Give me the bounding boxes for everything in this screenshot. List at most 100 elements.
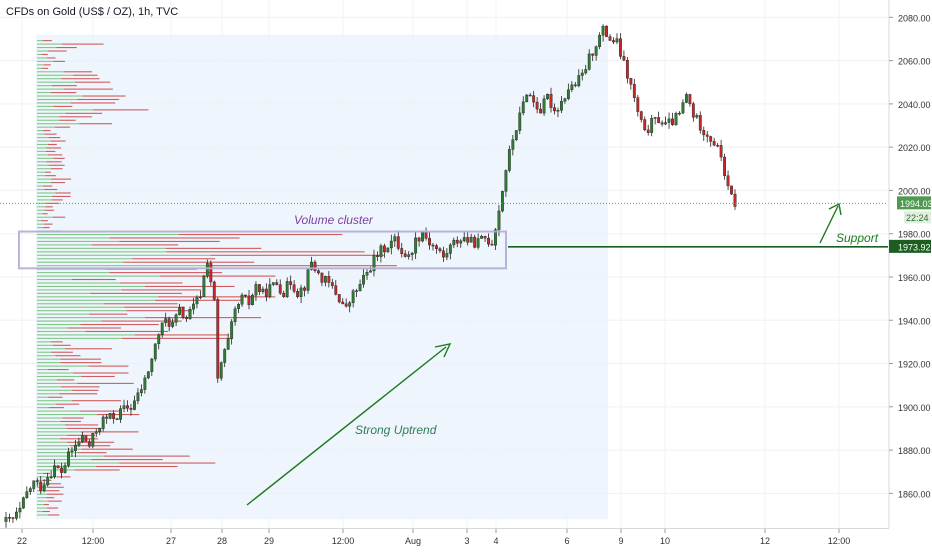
candle-body — [230, 321, 234, 339]
volume-bar-up — [37, 213, 43, 215]
volume-bar-down — [64, 71, 93, 73]
candle-body — [254, 284, 258, 296]
volume-bar-down — [71, 278, 116, 281]
volume-bar-down — [132, 258, 216, 260]
time-tick-label: 12:00 — [82, 536, 105, 546]
candle-body — [570, 84, 574, 90]
volume-bar-up — [37, 472, 44, 474]
volume-bar-down — [61, 78, 100, 80]
candle-body — [580, 72, 584, 76]
volume-bar-up — [37, 438, 60, 440]
price-tick-label: 2040.00 — [898, 100, 931, 110]
time-tick-label: 28 — [217, 536, 227, 546]
candle-body — [684, 94, 688, 103]
volume-bar-up — [37, 414, 97, 416]
volume-bar-up — [37, 199, 52, 201]
candle-body — [202, 275, 206, 298]
candle-body — [105, 416, 109, 419]
candle-body — [584, 69, 588, 74]
volume-bar-up — [37, 348, 65, 350]
candle-body — [414, 237, 418, 254]
candle-body — [466, 237, 470, 243]
volume-bar-down — [81, 448, 133, 450]
countdown-badge — [904, 211, 931, 224]
candle-body — [553, 107, 556, 112]
candle-body — [327, 276, 331, 283]
strong-uptrend-label: Strong Uptrend — [355, 423, 437, 437]
volume-bar-down — [47, 143, 57, 146]
volume-bar-down — [88, 313, 128, 315]
time-tick-label: 12 — [760, 536, 770, 546]
volume-bar-up — [37, 47, 57, 49]
volume-bar-down — [101, 320, 182, 322]
volume-cluster-box — [18, 230, 507, 270]
candle-body — [275, 282, 279, 285]
candle-body — [476, 238, 480, 248]
volume-bar-down — [71, 389, 99, 391]
volume-bar-up — [37, 479, 43, 481]
volume-bar-down — [165, 247, 262, 249]
volume-bar-up — [37, 112, 66, 114]
volume-bar-up — [37, 303, 104, 305]
volume-bar-up — [37, 168, 51, 170]
volume-bar-down — [62, 417, 84, 419]
candle-body — [306, 269, 310, 291]
volume-bar-up — [37, 514, 48, 516]
volume-bar-down — [43, 130, 51, 132]
volume-bar-down — [46, 497, 55, 499]
candle-body — [525, 94, 529, 103]
volume-bar-down — [59, 116, 92, 118]
volume-bar-down — [45, 171, 51, 173]
candle-body — [410, 252, 414, 255]
candle-body — [445, 253, 449, 258]
candle-body — [299, 287, 303, 297]
volume-bar-down — [45, 175, 56, 177]
volume-bar-down — [50, 182, 66, 184]
volume-bar-up — [37, 164, 49, 166]
candle-body — [483, 236, 487, 239]
volume-bar-up — [37, 452, 78, 454]
candle-body — [136, 392, 140, 402]
candle-body — [219, 362, 223, 379]
volume-bar-up — [37, 403, 56, 405]
volume-bar-down — [77, 98, 120, 101]
volume-bar-down — [51, 199, 63, 201]
candle-body — [188, 308, 192, 319]
candle-body — [455, 239, 459, 244]
volume-bar-down — [45, 150, 56, 152]
price-tick-label: 1920.00 — [898, 360, 931, 370]
volume-bar-down — [47, 486, 64, 488]
volume-bar-down — [51, 178, 72, 180]
price-tick-label: 1960.00 — [898, 273, 931, 283]
volume-bar-down — [42, 510, 50, 513]
volume-bar-up — [37, 510, 43, 513]
candle-body — [174, 314, 178, 323]
candle-body — [660, 122, 664, 125]
volume-bar-up — [37, 400, 72, 402]
volume-bar-up — [37, 285, 145, 288]
candle-body — [698, 115, 702, 131]
candle-body — [94, 431, 98, 434]
volume-bar-up — [37, 185, 43, 187]
volume-bar-down — [73, 74, 98, 76]
volume-bar-up — [37, 476, 57, 478]
volume-bar-up — [37, 441, 67, 443]
candle-body — [691, 103, 695, 118]
price-tick-label: 2080.00 — [898, 13, 931, 23]
volume-bar-up — [37, 299, 155, 301]
candle-body — [417, 237, 421, 242]
volume-bar-down — [80, 410, 122, 412]
volume-bar-down — [44, 133, 57, 135]
volume-bar-up — [37, 74, 74, 76]
candle-body — [733, 193, 737, 207]
candle-body — [625, 60, 629, 79]
candle-body — [594, 46, 598, 56]
candle-body — [178, 307, 181, 315]
volume-bar-down — [51, 351, 73, 353]
candle-body — [518, 112, 522, 131]
volume-bar-down — [56, 47, 77, 49]
volume-bar-down — [74, 469, 120, 471]
candle-body — [532, 95, 536, 103]
